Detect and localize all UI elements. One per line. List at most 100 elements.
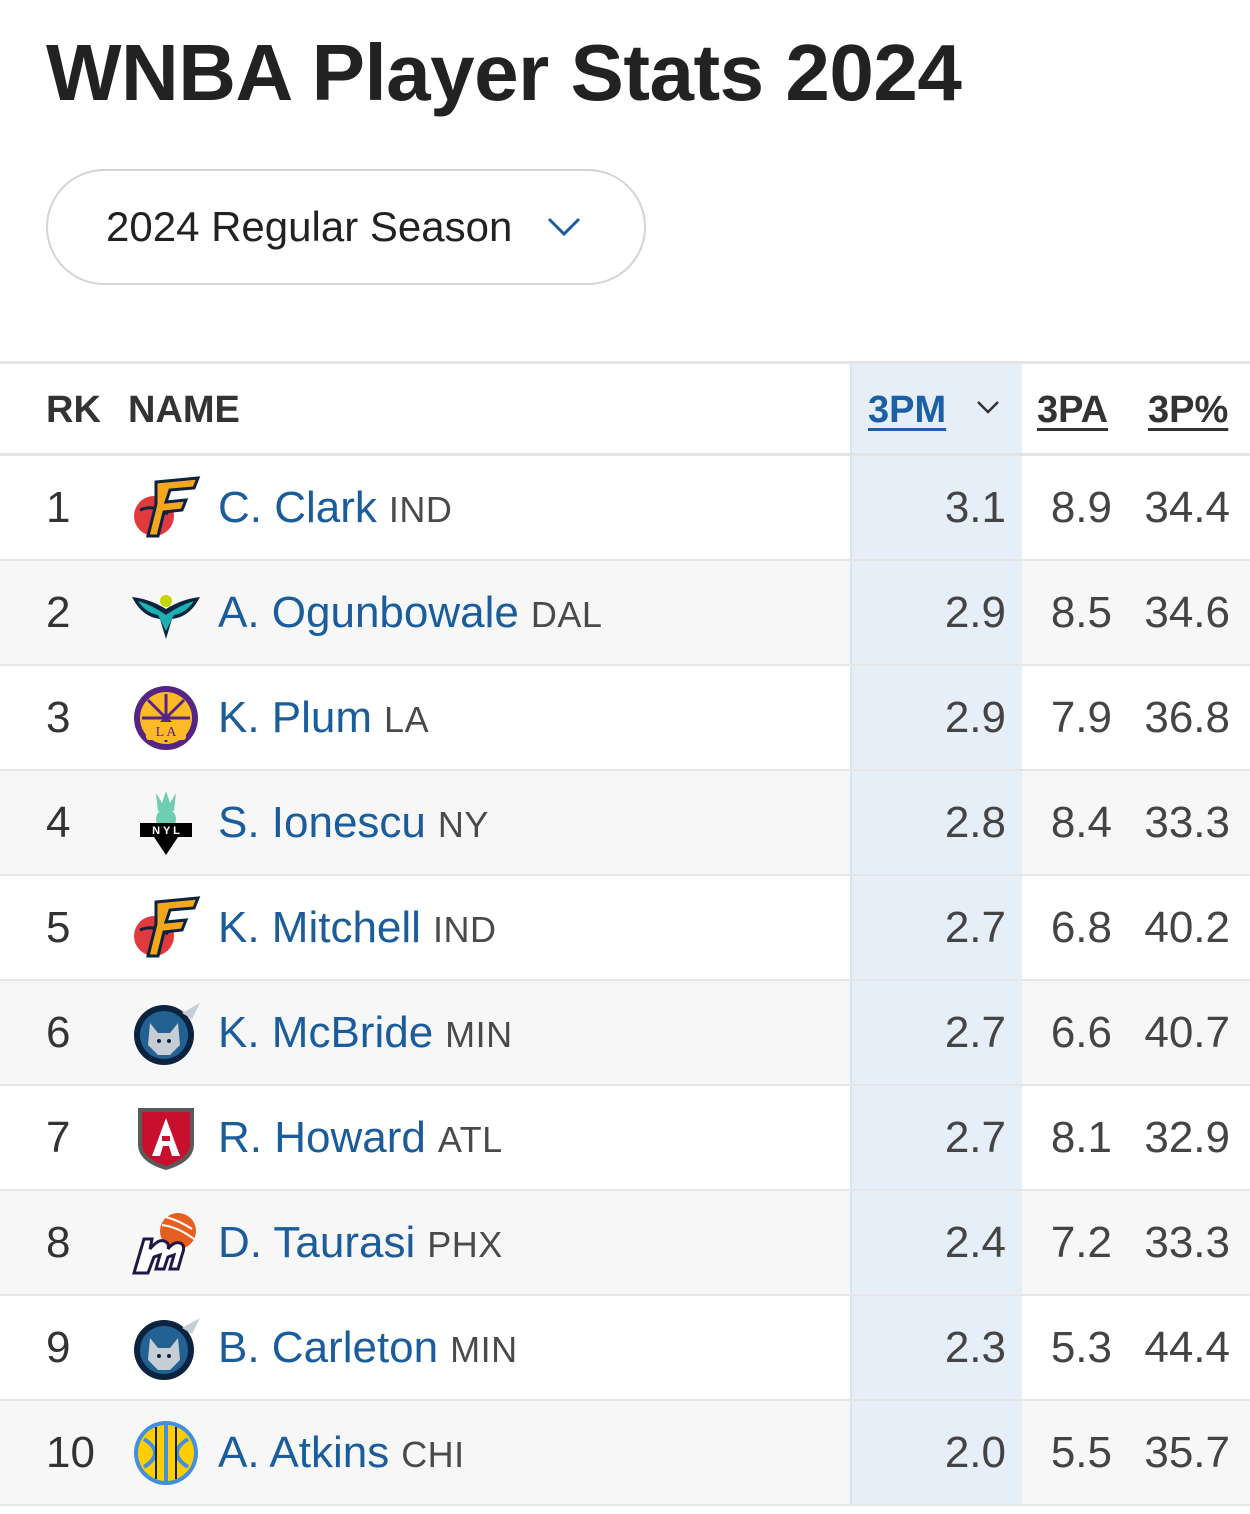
- 3pm-cell: 2.0: [944, 1428, 1006, 1477]
- player-name-link[interactable]: K. Mitchell: [218, 903, 421, 952]
- player-name-link[interactable]: D. Taurasi: [218, 1218, 416, 1267]
- player-name-link[interactable]: K. Plum: [218, 693, 373, 742]
- team-abbr: CHI: [401, 1434, 465, 1475]
- stats-table: RK NAME 3PM 3PA 3P% 1 C. Clark IND 3.1 8.9 34…: [0, 361, 1250, 1506]
- 3p-pct-cell: 34.4: [1144, 483, 1230, 532]
- table-row: 4 N Y L S. Ionescu NY 2.8 8.4 33.3: [0, 771, 1250, 876]
- player-cell: A. Ogunbowale DAL: [218, 561, 602, 664]
- sorted-column-highlight: [850, 1086, 1022, 1189]
- table-row: 1 C. Clark IND 3.1 8.9 34.4: [0, 456, 1250, 561]
- sorted-column-highlight: [850, 364, 1022, 453]
- player-cell: K. Plum LA: [218, 666, 429, 769]
- 3pa-cell: 8.9: [1050, 483, 1112, 532]
- rank-cell: 10: [46, 1428, 95, 1477]
- season-dropdown[interactable]: 2024 Regular Season: [46, 169, 646, 285]
- team-abbr: ATL: [437, 1119, 503, 1160]
- 3pm-cell: 2.3: [944, 1323, 1006, 1372]
- team-logo-icon: [130, 579, 202, 647]
- team-abbr: MIN: [450, 1329, 518, 1370]
- rank-cell: 5: [46, 903, 71, 952]
- rank-cell: 6: [46, 1008, 71, 1057]
- svg-text:L A: L A: [156, 725, 178, 740]
- page-title: WNBA Player Stats 2024: [46, 28, 962, 117]
- 3p-pct-cell: 35.7: [1144, 1428, 1230, 1477]
- 3pm-cell: 2.8: [944, 798, 1006, 847]
- 3pm-cell: 2.7: [944, 1008, 1006, 1057]
- player-cell: A. Atkins CHI: [218, 1401, 465, 1504]
- player-name-link[interactable]: A. Atkins: [218, 1428, 390, 1477]
- rank-cell: 9: [46, 1323, 71, 1372]
- 3pa-cell: 6.8: [1050, 903, 1112, 952]
- sorted-column-highlight: [850, 1296, 1022, 1399]
- player-name-link[interactable]: B. Carleton: [218, 1323, 439, 1372]
- team-abbr: NY: [437, 804, 489, 845]
- player-cell: R. Howard ATL: [218, 1086, 503, 1189]
- team-logo-icon: [130, 999, 202, 1067]
- 3p-pct-cell: 40.7: [1144, 1008, 1230, 1057]
- column-header-3pa[interactable]: 3PA: [1037, 389, 1109, 431]
- team-abbr: IND: [388, 489, 453, 530]
- 3pm-cell: 2.7: [944, 1113, 1006, 1162]
- player-cell: B. Carleton MIN: [218, 1296, 518, 1399]
- 3pa-cell: 6.6: [1050, 1008, 1112, 1057]
- 3p-pct-cell: 33.3: [1144, 798, 1230, 847]
- table-row: 8 D. Taurasi PHX 2.4 7.2 33.3: [0, 1191, 1250, 1296]
- table-row: 6 K. McBride MIN 2.7 6.6 40.7: [0, 981, 1250, 1086]
- player-name-link[interactable]: R. Howard: [218, 1113, 426, 1162]
- 3pa-cell: 8.5: [1050, 588, 1112, 637]
- 3p-pct-cell: 36.8: [1144, 693, 1230, 742]
- sort-chevron-down-icon[interactable]: [975, 394, 1001, 420]
- rank-cell: 1: [46, 483, 71, 532]
- 3pm-cell: 3.1: [944, 483, 1006, 532]
- column-header-name: NAME: [128, 389, 240, 431]
- sorted-column-highlight: [850, 1401, 1022, 1504]
- column-header-3pm[interactable]: 3PM: [868, 389, 947, 431]
- player-name-link[interactable]: A. Ogunbowale: [218, 588, 519, 637]
- team-logo-icon: [130, 1419, 202, 1487]
- 3pm-cell: 2.7: [944, 903, 1006, 952]
- 3pm-cell: 2.9: [944, 693, 1006, 742]
- sorted-column-highlight: [850, 561, 1022, 664]
- 3pa-cell: 7.9: [1050, 693, 1112, 742]
- rank-cell: 7: [46, 1113, 71, 1162]
- 3pa-cell: 5.5: [1050, 1428, 1112, 1477]
- player-cell: K. Mitchell IND: [218, 876, 496, 979]
- 3p-pct-cell: 34.6: [1144, 588, 1230, 637]
- team-logo-icon: L A: [130, 684, 202, 752]
- team-logo-icon: N Y L: [130, 789, 202, 857]
- table-row: 2 A. Ogunbowale DAL 2.9 8.5 34.6: [0, 561, 1250, 666]
- team-logo-icon: [130, 474, 202, 542]
- 3pa-cell: 8.1: [1050, 1113, 1112, 1162]
- team-abbr: PHX: [427, 1224, 503, 1265]
- table-header: RK NAME 3PM 3PA 3P%: [0, 364, 1250, 456]
- 3p-pct-cell: 44.4: [1144, 1323, 1230, 1372]
- team-abbr: IND: [432, 909, 497, 950]
- column-header-rk: RK: [46, 389, 101, 431]
- 3pm-cell: 2.9: [944, 588, 1006, 637]
- player-name-link[interactable]: C. Clark: [218, 483, 377, 532]
- table-row: 7 R. Howard ATL 2.7 8.1 32.9: [0, 1086, 1250, 1191]
- 3p-pct-cell: 32.9: [1144, 1113, 1230, 1162]
- 3pa-cell: 5.3: [1050, 1323, 1112, 1372]
- player-cell: K. McBride MIN: [218, 981, 513, 1084]
- sorted-column-highlight: [850, 456, 1022, 559]
- season-dropdown-label: 2024 Regular Season: [106, 203, 513, 250]
- team-logo-icon: [130, 1104, 202, 1172]
- team-abbr: DAL: [530, 594, 603, 635]
- 3pa-cell: 7.2: [1050, 1218, 1112, 1267]
- table-row: 5 K. Mitchell IND 2.7 6.8 40.2: [0, 876, 1250, 981]
- rank-cell: 3: [46, 693, 71, 742]
- sorted-column-highlight: [850, 666, 1022, 769]
- sorted-column-highlight: [850, 876, 1022, 979]
- table-body: 1 C. Clark IND 3.1 8.9 34.4 2 A. Ogunbowale DAL 2…: [0, 456, 1250, 1506]
- team-logo-icon: [130, 894, 202, 962]
- 3pa-cell: 8.4: [1050, 798, 1112, 847]
- player-name-link[interactable]: K. McBride: [218, 1008, 434, 1057]
- rank-cell: 8: [46, 1218, 71, 1267]
- sorted-column-highlight: [850, 771, 1022, 874]
- column-header-3p-pct[interactable]: 3P%: [1148, 389, 1229, 431]
- player-cell: S. Ionescu NY: [218, 771, 489, 874]
- player-name-link[interactable]: S. Ionescu: [218, 798, 426, 847]
- rank-cell: 4: [46, 798, 71, 847]
- team-logo-icon: [130, 1314, 202, 1382]
